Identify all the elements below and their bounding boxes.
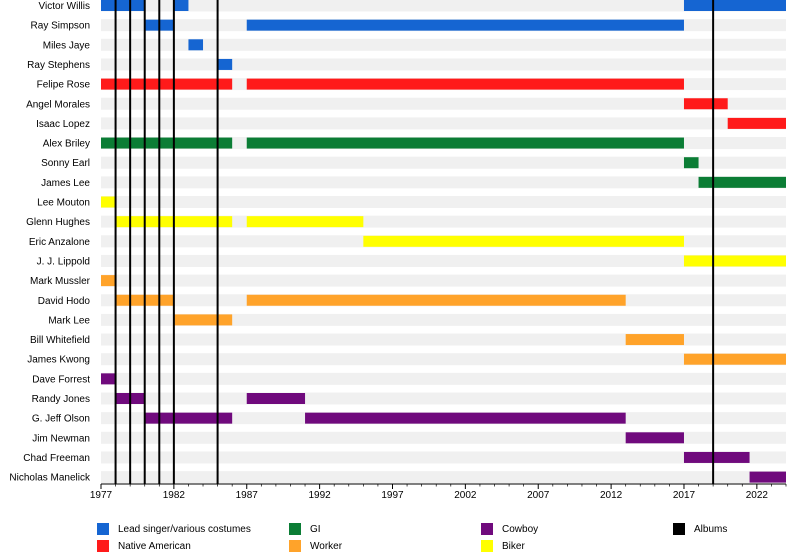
member-bar (246, 137, 684, 149)
member-bar (698, 176, 786, 188)
member-label: Victor Willis (39, 1, 90, 12)
member-label: Glenn Hughes (26, 217, 90, 228)
row-band (101, 176, 786, 189)
row-band (101, 38, 786, 51)
row-band (101, 97, 786, 110)
member-label: Isaac Lopez (36, 119, 90, 130)
member-bar (683, 353, 786, 365)
row-band (101, 431, 786, 444)
member-bar (101, 137, 233, 149)
x-tick-label: 2007 (527, 490, 550, 501)
member-labels: Victor Willis Ray Simpson Miles Jaye Ray St… (9, 1, 91, 484)
member-bar (173, 314, 233, 326)
member-bar (305, 412, 626, 424)
album-lines (114, 0, 715, 484)
member-bar (683, 157, 699, 169)
member-label: Dave Forrest (32, 374, 90, 385)
member-label: Ray Simpson (31, 21, 90, 32)
member-bar (683, 98, 728, 110)
member-bar (188, 39, 204, 51)
x-tick-label: 1987 (236, 490, 259, 501)
member-bar (683, 0, 786, 11)
member-label: Eric Anzalone (29, 237, 91, 248)
member-bar (173, 0, 189, 11)
member-label: James Kwong (27, 355, 90, 366)
member-bar (683, 255, 786, 267)
row-band (101, 0, 786, 12)
row-band (101, 353, 786, 366)
member-bar (101, 196, 116, 208)
x-tick-label: 2012 (600, 490, 623, 501)
member-label: Chad Freeman (23, 453, 90, 464)
member-bar (749, 471, 786, 483)
member-label: Randy Jones (32, 394, 90, 405)
member-bar (101, 0, 145, 11)
x-tick-label: 2017 (673, 490, 696, 501)
x-tick-label: 1977 (90, 490, 113, 501)
row-band (101, 254, 786, 267)
member-bar (101, 275, 116, 287)
member-bar (683, 451, 750, 463)
member-label: Lee Mouton (37, 198, 90, 209)
member-label: Ray Stephens (27, 60, 90, 71)
row-band (101, 196, 786, 208)
row-band (101, 372, 786, 385)
member-bar (246, 19, 684, 31)
member-bar (246, 393, 306, 404)
member-label: J. J. Lippold (37, 256, 90, 267)
member-bar (217, 58, 233, 70)
member-bar (101, 373, 116, 385)
row-band (101, 58, 786, 71)
member-label: James Lee (41, 178, 90, 189)
member-bar (144, 412, 233, 424)
member-bar (246, 216, 364, 228)
row-band (101, 117, 786, 130)
row-band (101, 392, 786, 405)
x-tick-label: 1997 (381, 490, 404, 501)
member-label: Jim Newman (32, 433, 90, 444)
member-bar (246, 78, 684, 90)
row-band (101, 451, 786, 464)
member-label: Felipe Rose (37, 80, 91, 91)
member-label: Alex Briley (43, 139, 90, 150)
member-bar (363, 235, 684, 247)
row-band (101, 333, 786, 346)
x-axis: 1977 1982 1987 1992 1997 2002 2007 2012 2017 2022 (90, 483, 787, 501)
member-label: Nicholas Manelick (9, 473, 91, 484)
member-label: Bill Whitefield (30, 335, 90, 346)
member-bar (625, 432, 684, 444)
member-bar (625, 334, 684, 346)
row-band (101, 313, 786, 326)
x-tick-label: 1982 (163, 490, 186, 501)
row-band (101, 471, 786, 484)
member-label: Sonny Earl (41, 158, 90, 169)
member-label: Mark Mussler (30, 276, 91, 287)
member-label: Miles Jaye (43, 40, 91, 51)
x-tick-label: 2002 (454, 490, 477, 501)
x-tick-label: 1992 (308, 490, 331, 501)
row-band (101, 156, 786, 169)
member-bar (246, 294, 626, 306)
row-band (101, 274, 786, 287)
member-label: Mark Lee (48, 315, 90, 326)
member-bar (101, 78, 233, 90)
x-tick-label: 2022 (746, 490, 769, 501)
member-label: G. Jeff Olson (32, 414, 90, 425)
member-label: Angel Morales (26, 99, 90, 110)
member-label: David Hodo (38, 296, 91, 307)
member-bar (727, 117, 786, 129)
